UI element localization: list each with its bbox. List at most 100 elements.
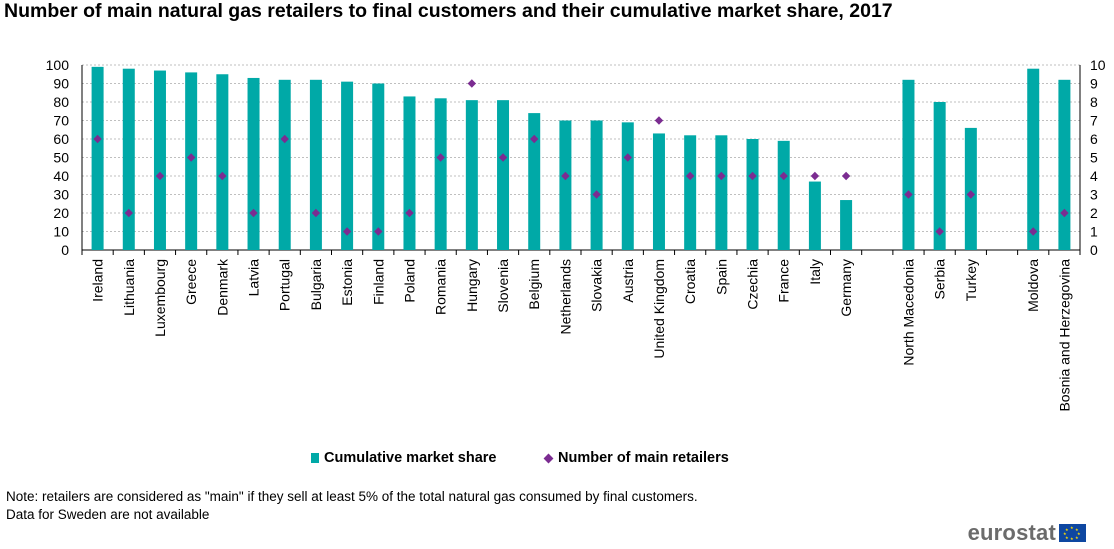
retailer-marker <box>1060 208 1069 218</box>
bar <box>497 100 510 251</box>
x-tick-label: Portugal <box>277 259 293 311</box>
bar <box>91 66 104 250</box>
notes: Note: retailers are considered as "main"… <box>6 488 698 524</box>
y-left-tick-label: 70 <box>53 113 69 129</box>
retailer-marker <box>561 171 570 181</box>
bar <box>528 113 541 250</box>
x-tick-label: Austria <box>620 259 636 303</box>
y-right-tick-label: 1 <box>1090 224 1098 240</box>
bar <box>278 79 291 250</box>
retailer-marker <box>218 171 227 181</box>
x-tick-label: Poland <box>401 259 417 303</box>
y-right-tick-label: 7 <box>1090 113 1098 129</box>
bar <box>652 133 665 250</box>
x-tick-label: Turkey <box>963 259 979 301</box>
bar <box>684 135 697 250</box>
x-tick-label: Czechia <box>745 259 761 310</box>
retailer-marker <box>405 208 414 218</box>
bar <box>590 120 603 250</box>
bar <box>808 181 821 250</box>
y-left-tick-label: 20 <box>53 205 69 221</box>
y-right-tick-label: 8 <box>1090 94 1098 110</box>
x-tick-label: Italy <box>807 259 823 285</box>
retailer-marker <box>530 134 539 144</box>
bar <box>216 74 229 250</box>
retailer-marker <box>966 190 976 199</box>
eurostat-logo: eurostat ★ ★ ★ ★ ★ ★ ★ ★ <box>968 520 1086 546</box>
y-right-tick-label: 9 <box>1090 76 1098 92</box>
bar <box>715 135 728 250</box>
x-tick-label: Slovenia <box>495 259 511 313</box>
bar <box>465 100 478 251</box>
retailer-marker <box>436 153 445 162</box>
chart-title: Number of main natural gas retailers to … <box>4 0 893 22</box>
bar <box>372 83 385 250</box>
retailer-marker <box>249 208 258 218</box>
y-right-tick-label: 2 <box>1090 205 1098 221</box>
eu-flag-icon: ★ ★ ★ ★ ★ ★ ★ ★ <box>1059 524 1086 542</box>
retailer-marker <box>717 171 726 181</box>
x-tick-label: Luxembourg <box>152 259 168 337</box>
retailer-marker <box>186 153 196 162</box>
bar <box>434 98 447 250</box>
retailer-marker <box>592 190 601 199</box>
retailer-marker <box>93 134 102 144</box>
retailer-marker <box>280 134 289 144</box>
legend: Cumulative market share Number of main r… <box>0 450 1114 468</box>
y-right-tick-label: 10 <box>1090 57 1106 73</box>
legend-item-marker: Number of main retailers <box>543 450 729 466</box>
y-right-tick-label: 3 <box>1090 187 1098 203</box>
y-left-tick-label: 80 <box>53 94 69 110</box>
x-tick-label: Greece <box>183 259 199 305</box>
bar <box>247 77 260 250</box>
retailer-marker <box>654 116 664 125</box>
x-tick-label: Belgium <box>526 259 542 310</box>
legend-bar-label: Cumulative market share <box>324 450 497 466</box>
bar <box>902 79 915 250</box>
logo-text: eurostat <box>967 520 1056 545</box>
y-left-tick-label: 90 <box>53 76 69 92</box>
x-tick-label: Estonia <box>339 259 355 306</box>
y-left-tick-label: 10 <box>53 224 69 240</box>
x-tick-label: North Macedonia <box>900 259 916 366</box>
y-left-tick-label: 50 <box>53 150 69 166</box>
y-left-tick-label: 60 <box>53 131 69 147</box>
x-tick-label: Spain <box>713 259 729 295</box>
bar <box>933 102 946 250</box>
bar <box>840 200 853 250</box>
x-tick-label: Hungary <box>464 259 480 312</box>
y-right-tick-label: 5 <box>1090 150 1098 166</box>
x-tick-label: Ireland <box>90 259 106 302</box>
bar <box>746 139 759 250</box>
bar <box>122 68 135 250</box>
legend-bar-swatch <box>311 453 319 463</box>
bar <box>153 70 166 250</box>
x-tick-label: Latvia <box>246 259 262 297</box>
x-tick-label: Denmark <box>214 258 230 316</box>
retailer-marker <box>467 79 477 88</box>
bar <box>559 120 572 250</box>
y-right-tick-label: 0 <box>1090 242 1098 258</box>
retailer-marker <box>155 171 165 181</box>
retailer-marker <box>1029 227 1038 236</box>
x-tick-label: Croatia <box>682 259 698 304</box>
y-left-tick-label: 30 <box>53 187 69 203</box>
retailer-marker <box>124 208 133 218</box>
x-tick-label: Bosnia and Herzegovina <box>1056 259 1072 412</box>
note-line-2: Data for Sweden are not available <box>6 507 210 522</box>
retailer-marker <box>779 171 788 181</box>
retailer-marker <box>935 227 944 236</box>
bar <box>1027 68 1040 250</box>
x-tick-label: Serbia <box>932 259 948 300</box>
x-tick-label: Netherlands <box>557 259 573 335</box>
x-tick-label: United Kingdom <box>651 259 667 359</box>
bar <box>621 122 634 250</box>
retailer-marker <box>748 171 757 181</box>
x-tick-label: Slovakia <box>589 259 605 312</box>
x-tick-label: Romania <box>433 259 449 315</box>
note-line-1: Note: retailers are considered as "main"… <box>6 489 698 504</box>
x-tick-label: France <box>776 259 792 303</box>
bar <box>964 127 977 250</box>
bar <box>309 79 322 250</box>
retailer-marker <box>311 208 321 218</box>
